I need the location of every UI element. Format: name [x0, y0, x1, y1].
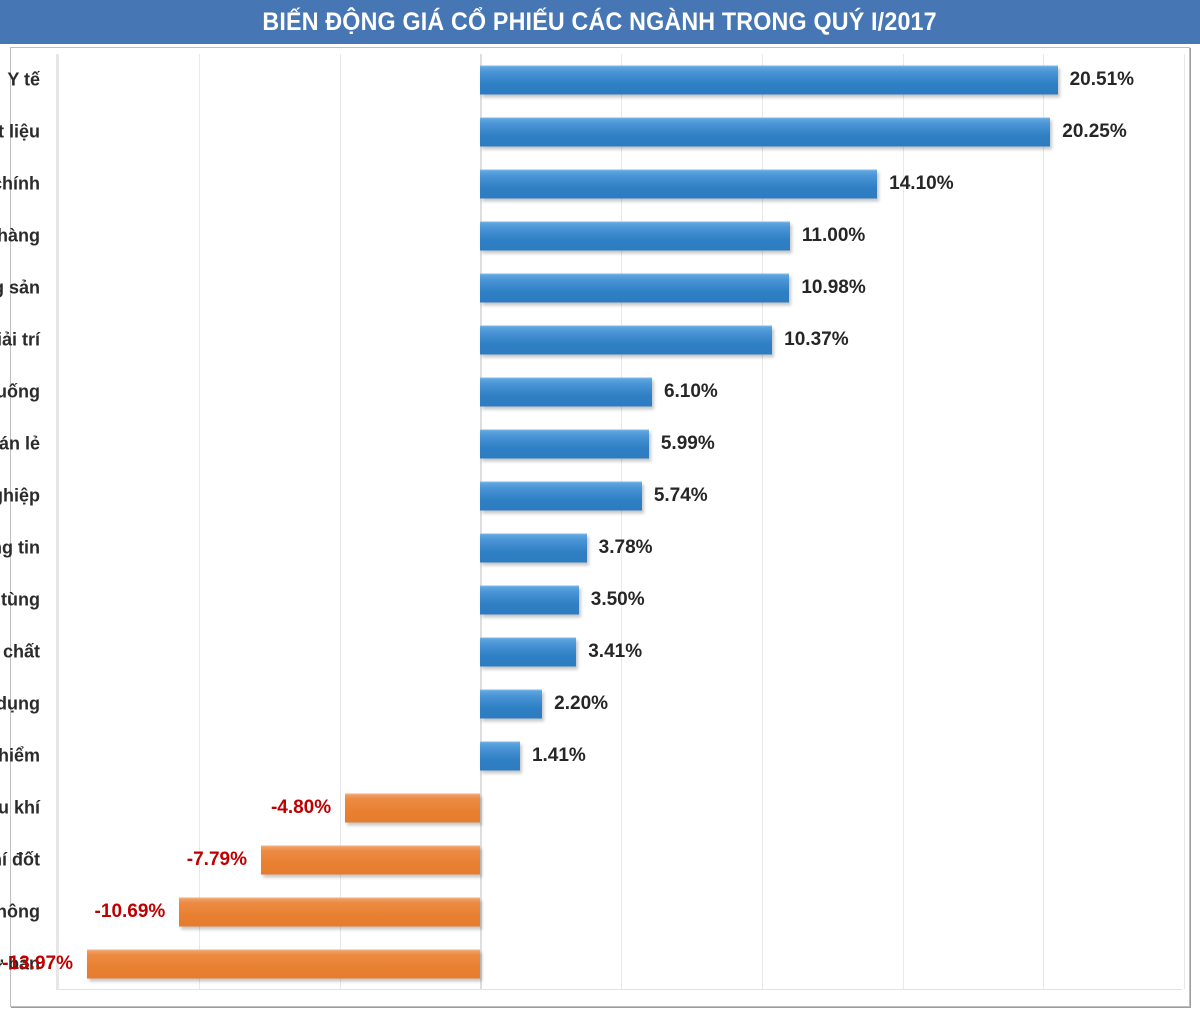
- bar-row: Bán lẻ 5.99%: [0, 418, 1182, 470]
- bar-row: Công nghệ Thông tin 3.78%: [0, 522, 1182, 574]
- bar-negative[interactable]: [345, 793, 481, 823]
- bar-row: Ô tô và phụ tùng 3.50%: [0, 574, 1182, 626]
- category-label: Bất động sản: [0, 277, 40, 298]
- bar-row: Du lịch và Giải trí 10.37%: [0, 314, 1182, 366]
- value-label: 10.37%: [784, 329, 849, 350]
- value-label: 1.41%: [531, 745, 586, 766]
- bar-negative[interactable]: [179, 897, 481, 927]
- bar-positive[interactable]: [480, 741, 520, 771]
- category-label: Xây dựng và Vật liệu: [0, 121, 40, 142]
- bar-rows: Y tế 20.51% Xây dựng và Vật liệu 20.25% Dịch…: [0, 54, 1182, 990]
- category-label: Dầu khí: [0, 797, 40, 818]
- category-label: Du lịch và Giải trí: [0, 329, 40, 350]
- bar-row: Dầu khí -4.80%: [0, 782, 1182, 834]
- value-label: 6.10%: [663, 381, 718, 402]
- bar-row: Ngân hàng 11.00%: [0, 210, 1182, 262]
- value-label: 3.50%: [590, 589, 645, 610]
- category-label: Công nghệ Thông tin: [0, 537, 40, 558]
- bar-row: Hóa chất 3.41%: [0, 626, 1182, 678]
- value-label: -4.80%: [270, 797, 332, 818]
- bar-negative[interactable]: [260, 845, 481, 875]
- category-label: Điện, nước & xăng dầu khí đốt: [0, 849, 40, 870]
- bar-row: Điện, nước & xăng dầu khí đốt -7.79%: [0, 834, 1182, 886]
- chart-title-band: BIẾN ĐỘNG GIÁ CỔ PHIẾU CÁC NGÀNH TRONG Q…: [0, 0, 1200, 44]
- plot-area: Y tế 20.51% Xây dựng và Vật liệu 20.25% Dịch…: [0, 54, 1185, 990]
- category-label: Bảo hiểm: [0, 745, 40, 766]
- bar-positive[interactable]: [480, 585, 579, 615]
- bar-negative[interactable]: [86, 949, 481, 979]
- bar-positive[interactable]: [480, 481, 642, 511]
- value-label: -13.97%: [2, 953, 73, 974]
- bar-positive[interactable]: [480, 377, 652, 407]
- value-label: -10.69%: [94, 901, 166, 922]
- bar-positive[interactable]: [480, 325, 773, 355]
- value-label: 20.51%: [1069, 69, 1135, 90]
- value-label: 3.41%: [588, 641, 643, 662]
- bar-positive[interactable]: [480, 117, 1051, 147]
- bar-positive[interactable]: [480, 65, 1058, 95]
- category-label: Bán lẻ: [0, 433, 40, 454]
- bar-row: Thực phẩm và đồ uống 6.10%: [0, 366, 1182, 418]
- value-label: 14.10%: [889, 173, 954, 194]
- chart-frame: Y tế 20.51% Xây dựng và Vật liệu 20.25% Dịch…: [0, 47, 1190, 1007]
- bar-positive[interactable]: [480, 637, 577, 667]
- page-title: BIẾN ĐỘNG GIÁ CỔ PHIẾU CÁC NGÀNH TRONG Q…: [262, 7, 938, 36]
- category-label: Hàng cá nhân & Gia dụng: [0, 693, 40, 714]
- category-label: Dịch vụ tài chính: [0, 173, 40, 194]
- category-label: Truyền thông: [0, 901, 40, 922]
- category-label: Thực phẩm và đồ uống: [0, 381, 40, 402]
- bar-row: Truyền thông -10.69%: [0, 886, 1182, 938]
- category-label: Tài nguyên Cơ bản: [0, 953, 40, 974]
- value-label: 5.99%: [660, 433, 715, 454]
- value-label: -7.79%: [186, 849, 247, 870]
- category-label: Y tế: [7, 69, 40, 90]
- bar-positive[interactable]: [480, 533, 587, 563]
- category-label: Hàng & Dịch vụ Công nghiệp: [0, 485, 40, 506]
- category-label: Ngân hàng: [0, 225, 40, 246]
- gridline: [1184, 54, 1185, 989]
- bar-positive[interactable]: [480, 221, 790, 251]
- bar-positive[interactable]: [480, 429, 649, 459]
- value-label: 10.98%: [801, 277, 866, 298]
- bar-row: Hàng & Dịch vụ Công nghiệp 5.74%: [0, 470, 1182, 522]
- bar-positive[interactable]: [480, 273, 790, 303]
- value-label: 11.00%: [801, 225, 866, 246]
- value-label: 5.74%: [653, 485, 708, 506]
- bar-positive[interactable]: [480, 689, 543, 719]
- bar-row: Tài nguyên Cơ bản-13.97%: [0, 938, 1182, 990]
- bar-row: Dịch vụ tài chính 14.10%: [0, 158, 1182, 210]
- category-label: Ô tô và phụ tùng: [0, 589, 40, 610]
- value-label: 3.78%: [598, 537, 653, 558]
- bar-row: Bất động sản 10.98%: [0, 262, 1182, 314]
- bar-row: Bảo hiểm 1.41%: [0, 730, 1182, 782]
- bar-row: Y tế 20.51%: [7, 54, 1182, 106]
- value-label: 2.20%: [554, 693, 609, 714]
- value-label: 20.25%: [1062, 121, 1127, 142]
- bar-positive[interactable]: [480, 169, 878, 199]
- bar-row: Hàng cá nhân & Gia dụng 2.20%: [0, 678, 1182, 730]
- bar-row: Xây dựng và Vật liệu 20.25%: [0, 106, 1182, 158]
- category-label: Hóa chất: [0, 641, 40, 662]
